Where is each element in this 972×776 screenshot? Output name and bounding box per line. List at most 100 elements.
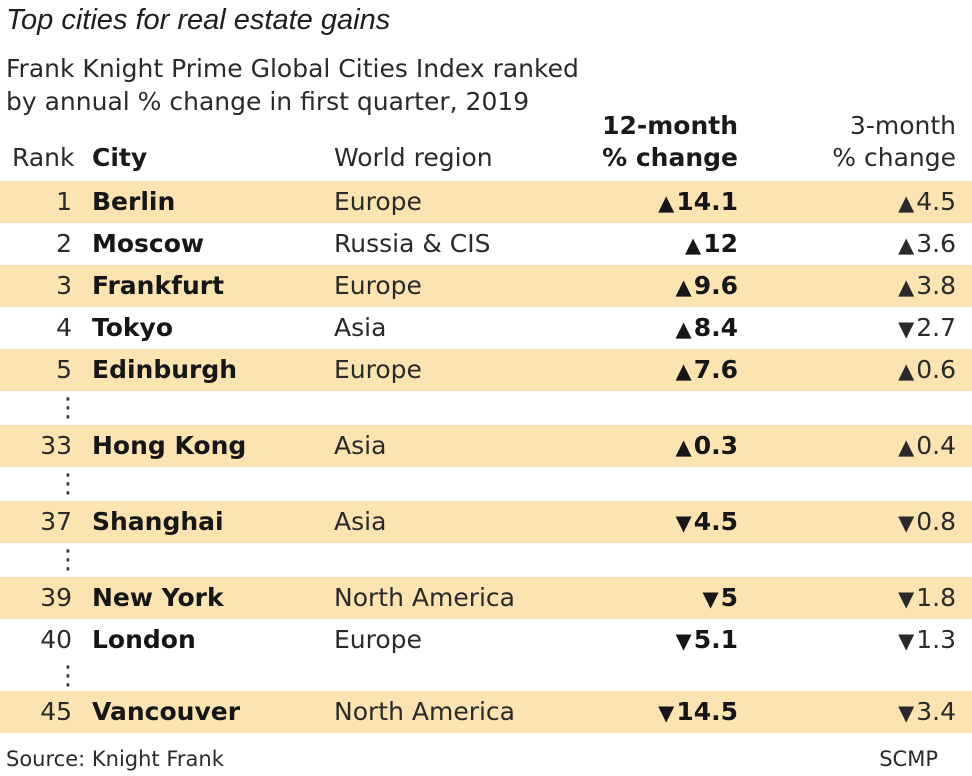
header-12month-line2: % change	[602, 143, 738, 172]
twelve-month-value: 12	[703, 229, 738, 258]
region-cell: Europe	[334, 187, 422, 216]
city-cell: Moscow	[92, 229, 205, 258]
up-arrow-icon: ▲	[898, 359, 915, 383]
three-month-change-cell: ▲0.4	[898, 425, 956, 468]
three-month-change-cell: ▲3.8	[898, 265, 956, 308]
table-row: 39 New York North America ▼5 ▼1.8	[0, 577, 972, 619]
region-cell: Asia	[334, 431, 387, 460]
twelve-month-change-cell: ▲14.1	[658, 181, 738, 224]
twelve-month-value: 7.6	[693, 355, 738, 384]
city-cell: Hong Kong	[92, 431, 247, 460]
three-month-value: 3.6	[916, 229, 956, 258]
three-month-value: 2.7	[916, 313, 956, 342]
region-cell: Asia	[334, 313, 387, 342]
twelve-month-value: 4.5	[693, 507, 738, 536]
rank-cell: 33	[40, 431, 72, 460]
down-arrow-icon: ▼	[675, 511, 692, 535]
twelve-month-change-cell: ▼14.5	[658, 691, 738, 734]
header-region: World region	[334, 143, 493, 172]
up-arrow-icon: ▲	[685, 233, 702, 257]
up-arrow-icon: ▲	[898, 275, 915, 299]
header-city: City	[92, 143, 148, 172]
region-cell: North America	[334, 583, 515, 612]
rank-cell: 2	[56, 229, 72, 258]
twelve-month-value: 8.4	[693, 313, 738, 342]
source-note: Source: Knight Frank	[6, 747, 224, 771]
table-row: 3 Frankfurt Europe ▲9.6 ▲3.8	[0, 265, 972, 307]
chart-subtitle: Frank Knight Prime Global Cities Index r…	[6, 54, 579, 116]
table-row: 37 Shanghai Asia ▼4.5 ▼0.8	[0, 501, 972, 543]
three-month-value: 3.4	[916, 697, 956, 726]
table-row: 4 Tokyo Asia ▲8.4 ▼2.7	[0, 307, 972, 349]
table-row: 5 Edinburgh Europe ▲7.6 ▲0.6	[0, 349, 972, 391]
twelve-month-change-cell: ▲0.3	[676, 425, 738, 468]
region-cell: Europe	[334, 625, 422, 654]
city-cell: Vancouver	[92, 697, 241, 726]
three-month-change-cell: ▲0.6	[898, 349, 956, 392]
region-cell: Europe	[334, 355, 422, 384]
twelve-month-change-cell: ▼4.5	[676, 501, 738, 544]
three-month-change-cell: ▼3.4	[898, 691, 956, 734]
header-rank: Rank	[12, 143, 75, 172]
three-month-change-cell: ▲4.5	[898, 181, 956, 224]
up-arrow-icon: ▲	[658, 191, 675, 215]
three-month-value: 1.8	[916, 583, 956, 612]
header-12month-line1: 12-month	[602, 111, 738, 140]
rank-cell: 4	[56, 313, 72, 342]
three-month-value: 4.5	[916, 187, 956, 216]
three-month-value: 3.8	[916, 271, 956, 300]
ellipsis-icon: ⋮	[55, 545, 81, 575]
twelve-month-value: 0.3	[693, 431, 738, 460]
rank-cell: 40	[40, 625, 72, 654]
region-cell: North America	[334, 697, 515, 726]
rank-cell: 45	[40, 697, 72, 726]
header-3month-line2: % change	[832, 143, 956, 172]
ellipsis-icon: ⋮	[55, 661, 81, 691]
twelve-month-change-cell: ▲9.6	[676, 265, 738, 308]
up-arrow-icon: ▲	[675, 275, 692, 299]
rank-cell: 1	[56, 187, 72, 216]
rank-cell: 3	[56, 271, 72, 300]
table-row: 45 Vancouver North America ▼14.5 ▼3.4	[0, 691, 972, 733]
city-cell: New York	[92, 583, 224, 612]
down-arrow-icon: ▼	[702, 587, 719, 611]
down-arrow-icon: ▼	[898, 701, 915, 725]
down-arrow-icon: ▼	[898, 587, 915, 611]
three-month-change-cell: ▼1.8	[898, 577, 956, 620]
three-month-value: 0.6	[916, 355, 956, 384]
down-arrow-icon: ▼	[675, 629, 692, 653]
city-cell: London	[92, 625, 196, 654]
up-arrow-icon: ▲	[675, 317, 692, 341]
up-arrow-icon: ▲	[898, 435, 915, 459]
down-arrow-icon: ▼	[658, 701, 675, 725]
three-month-value: 0.8	[916, 507, 956, 536]
rank-cell: 37	[40, 507, 72, 536]
credit: SCMP	[879, 747, 938, 771]
chart-title: Top cities for real estate gains	[6, 4, 391, 36]
three-month-change-cell: ▼1.3	[898, 619, 956, 662]
twelve-month-value: 14.1	[676, 187, 738, 216]
up-arrow-icon: ▲	[675, 435, 692, 459]
region-cell: Asia	[334, 507, 387, 536]
up-arrow-icon: ▲	[675, 359, 692, 383]
ellipsis-icon: ⋮	[55, 469, 81, 499]
header-3month-line1: 3-month	[849, 111, 956, 140]
ellipsis-icon: ⋮	[55, 393, 81, 423]
three-month-change-cell: ▼0.8	[898, 501, 956, 544]
twelve-month-change-cell: ▼5.1	[676, 619, 738, 662]
table-row: 1 Berlin Europe ▲14.1 ▲4.5	[0, 181, 972, 223]
table-row: 40 London Europe ▼5.1 ▼1.3	[0, 619, 972, 661]
down-arrow-icon: ▼	[898, 511, 915, 535]
city-cell: Edinburgh	[92, 355, 238, 384]
rank-cell: 5	[56, 355, 72, 384]
three-month-value: 1.3	[916, 625, 956, 654]
down-arrow-icon: ▼	[898, 629, 915, 653]
twelve-month-change-cell: ▲7.6	[676, 349, 738, 392]
up-arrow-icon: ▲	[898, 191, 915, 215]
twelve-month-value: 9.6	[693, 271, 738, 300]
city-cell: Tokyo	[92, 313, 174, 342]
table-row: 33 Hong Kong Asia ▲0.3 ▲0.4	[0, 425, 972, 467]
twelve-month-value: 5	[720, 583, 738, 612]
region-cell: Europe	[334, 271, 422, 300]
three-month-change-cell: ▼2.7	[898, 307, 956, 350]
